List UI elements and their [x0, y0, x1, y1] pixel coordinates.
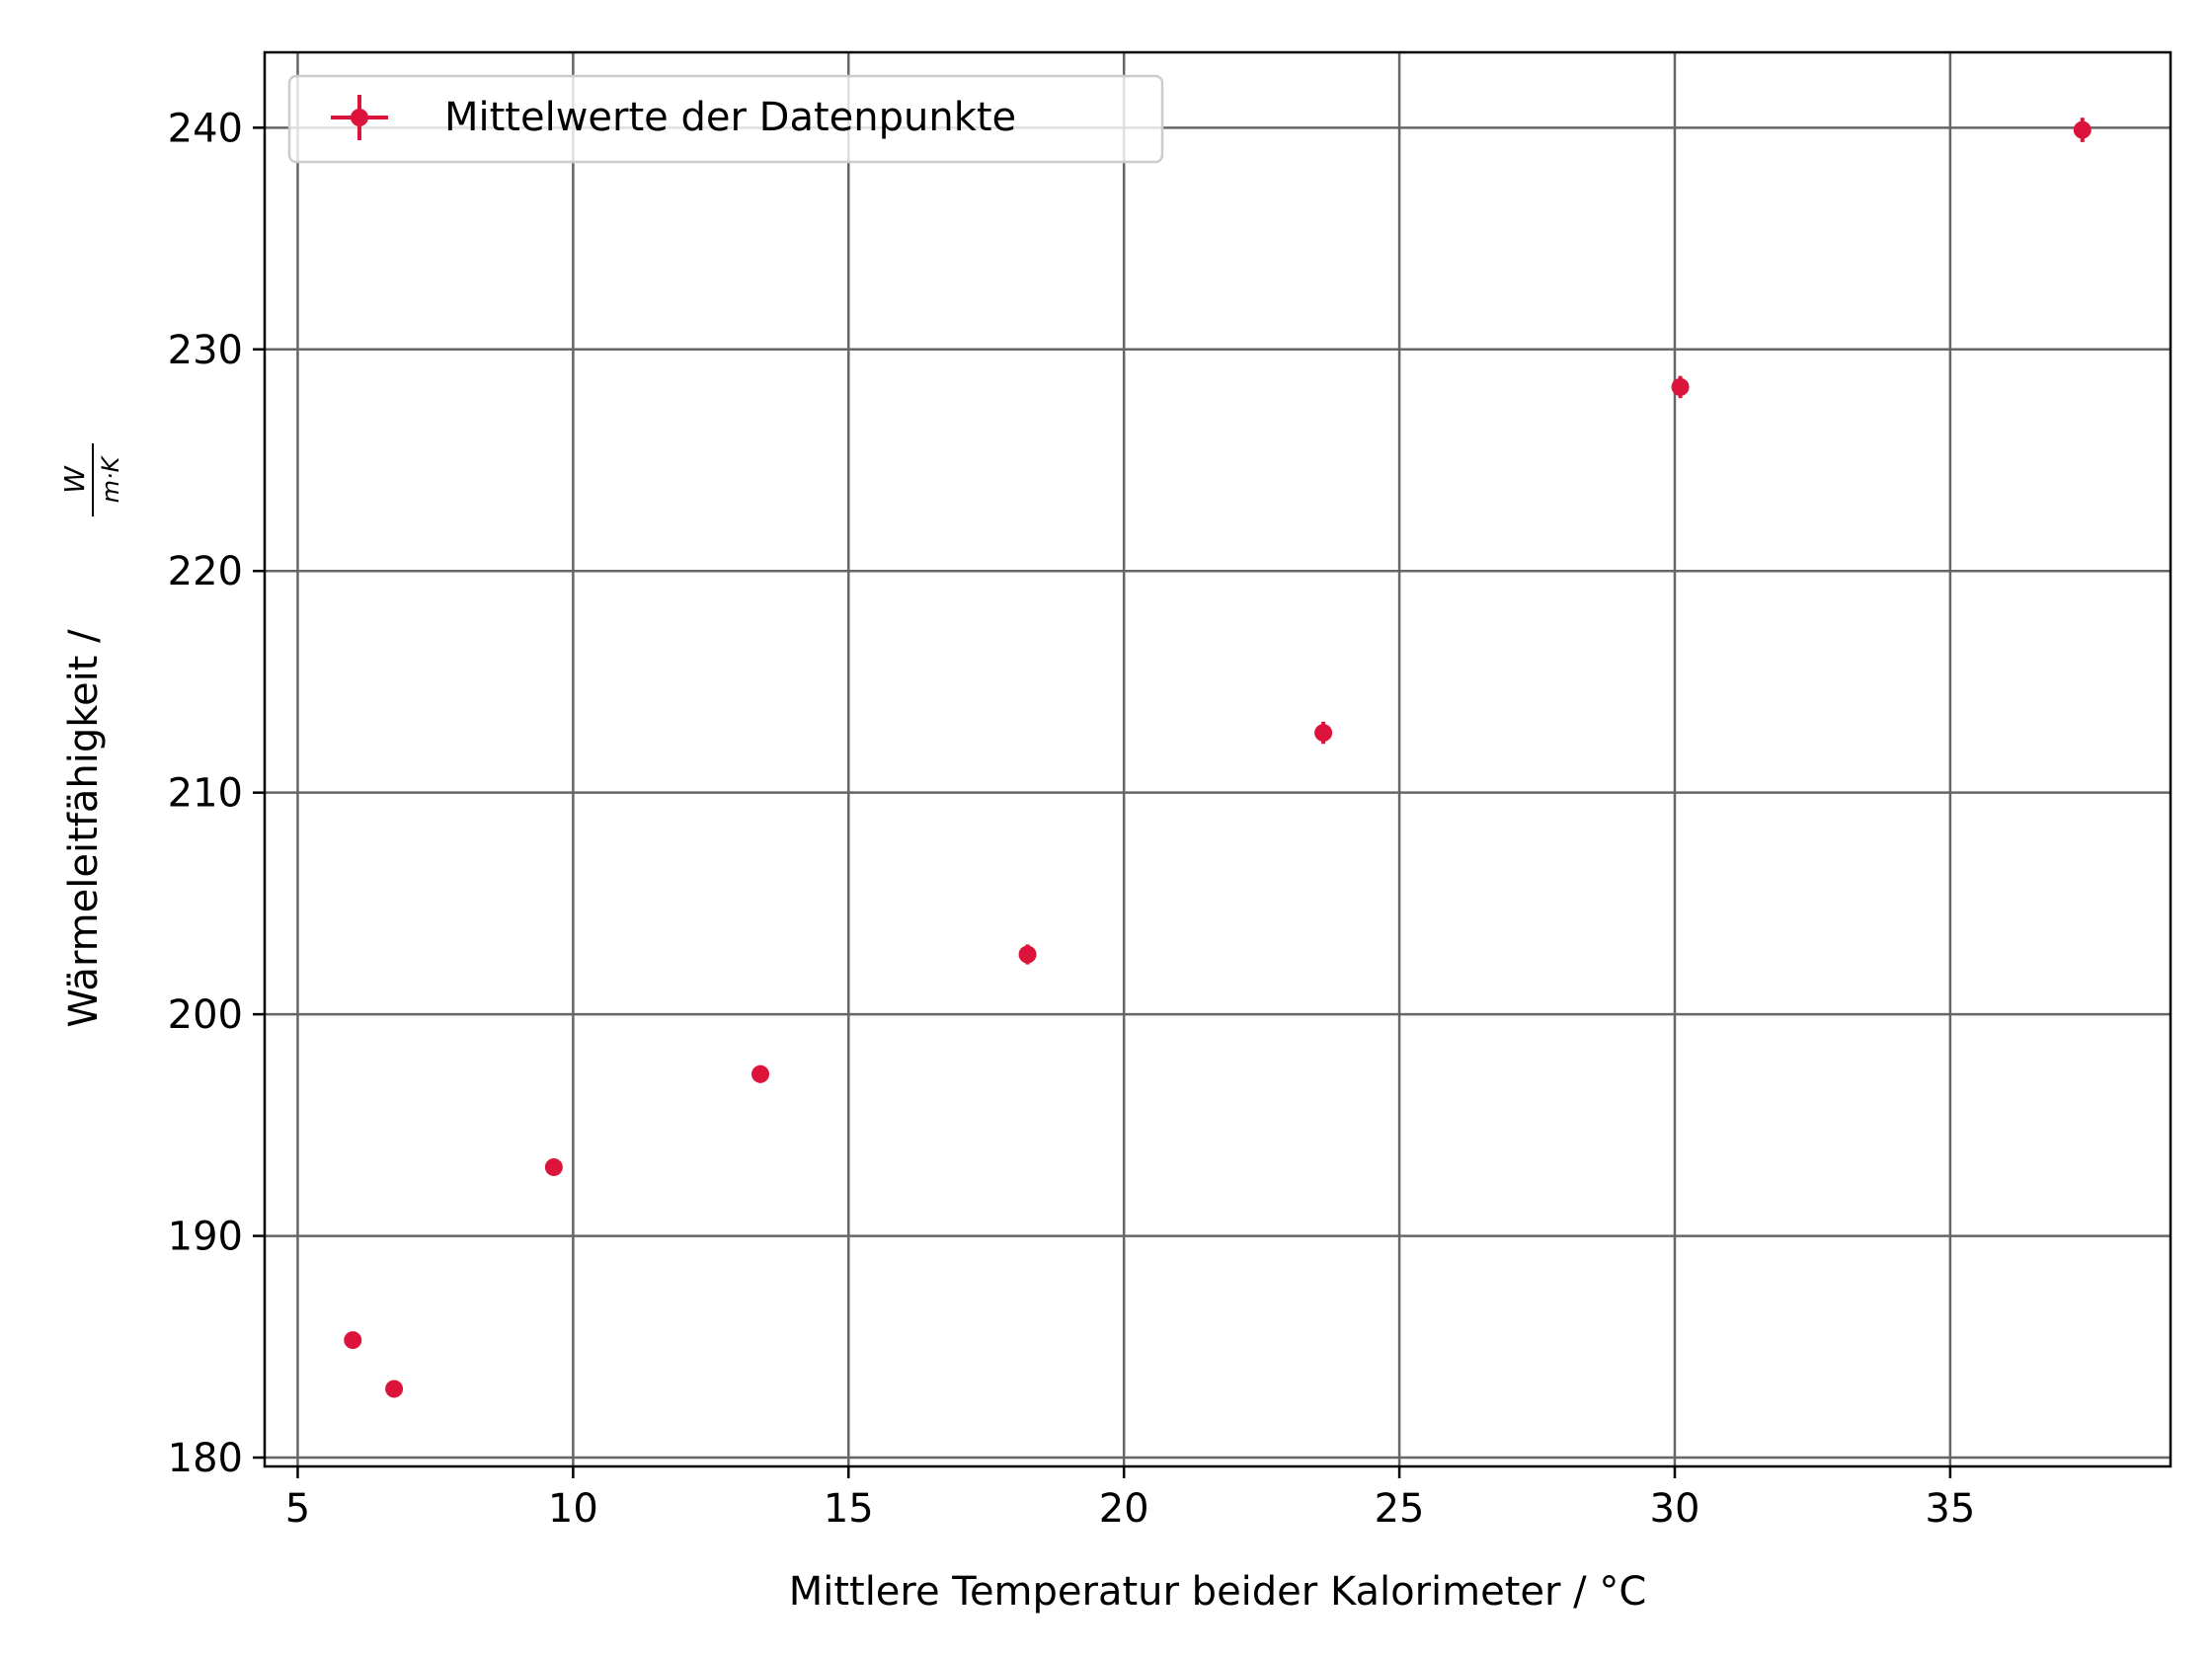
axis-ticks: 5 10 15 20 25 30 35 180 190 200 210 220 230 240: [168, 106, 1976, 1532]
x-tick-label: 20: [1099, 1486, 1149, 1532]
y-axis-label: Wärmeleitfähigkeit /: [61, 629, 107, 1028]
y-axis-label-group: Wärmeleitfähigkeit / W m·K: [58, 443, 124, 1028]
y-tick-label: 210: [168, 771, 243, 817]
data-point: [344, 1331, 362, 1350]
y-tick-label: 240: [168, 106, 243, 151]
y-tick-label: 200: [168, 992, 243, 1038]
x-tick-label: 10: [548, 1486, 598, 1532]
legend-box: [287, 74, 1164, 164]
grid-lines: [265, 52, 2171, 1466]
x-tick-label: 5: [285, 1486, 310, 1532]
data-point: [385, 1380, 404, 1398]
y-unit-denominator: m·K: [97, 454, 124, 503]
data-point: [2073, 120, 2092, 139]
y-tick-label: 220: [168, 549, 243, 594]
data-points: [344, 118, 2092, 1398]
x-tick-label: 35: [1925, 1486, 1975, 1532]
x-tick-label: 15: [824, 1486, 874, 1532]
data-point: [544, 1157, 563, 1176]
y-tick-label: 230: [168, 328, 243, 373]
plot-frame: [263, 50, 2172, 1468]
y-unit-numerator: W: [58, 465, 91, 494]
data-point: [1314, 724, 1333, 743]
data-point: [751, 1065, 770, 1083]
x-tick-label: 25: [1375, 1486, 1425, 1532]
y-tick-label: 180: [168, 1436, 243, 1481]
data-point: [1671, 377, 1690, 396]
x-tick-label: 30: [1650, 1486, 1700, 1532]
y-tick-label: 190: [168, 1215, 243, 1260]
legend: Mittelwerte der Datenpunkte: [287, 74, 1164, 164]
legend-marker: [331, 95, 388, 140]
data-point: [1018, 945, 1037, 964]
legend-label: Mittelwerte der Datenpunkte: [444, 95, 1016, 140]
x-axis-label: Mittlere Temperatur beider Kalorimeter /…: [789, 1569, 1647, 1615]
